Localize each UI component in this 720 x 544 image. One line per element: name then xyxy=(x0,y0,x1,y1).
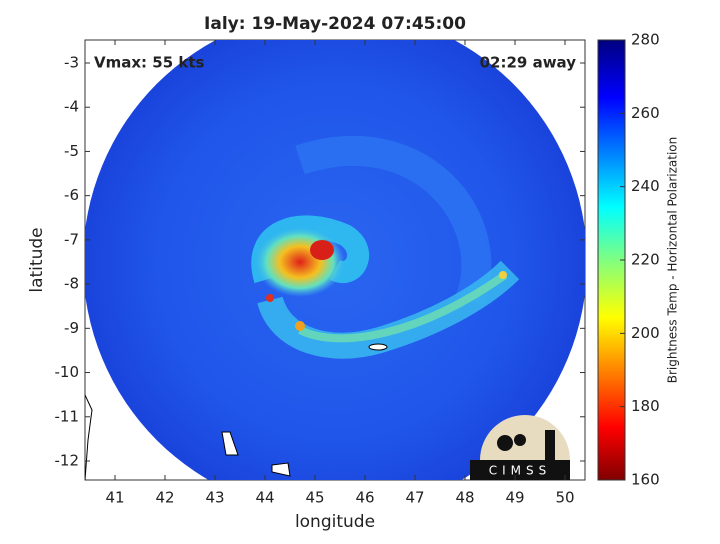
x-tick-label: 45 xyxy=(305,489,324,507)
colorbar-label: Brightness Temp - Horizontal Polarizatio… xyxy=(666,137,680,384)
y-tick-label: -8 xyxy=(64,275,79,293)
x-axis-label: longitude xyxy=(295,512,375,532)
x-tick-label: 50 xyxy=(555,489,574,507)
colorbar-tick-label: 260 xyxy=(631,104,660,122)
x-tick-label: 49 xyxy=(505,489,524,507)
y-tick-label: -12 xyxy=(55,451,80,469)
colorbar-tick-label: 180 xyxy=(631,397,660,415)
y-tick-label: -4 xyxy=(64,98,79,116)
logo: CIMSS xyxy=(470,415,570,480)
colorbar-tick-label: 200 xyxy=(631,324,660,342)
x-tick-label: 43 xyxy=(205,489,224,507)
x-tick-label: 41 xyxy=(105,489,124,507)
colorbar-tick-label: 280 xyxy=(631,31,660,49)
annotation: Vmax: 55 kts xyxy=(94,54,204,72)
colorbar-tick-label: 160 xyxy=(631,471,660,489)
y-tick-label: -11 xyxy=(55,407,80,425)
x-tick-label: 48 xyxy=(455,489,474,507)
swath xyxy=(85,40,585,480)
logo-text: CIMSS xyxy=(489,464,552,478)
y-tick-label: -10 xyxy=(55,363,80,381)
y-tick-label: -7 xyxy=(64,230,79,248)
chart-title: Ialy: 19-May-2024 07:45:00 xyxy=(204,14,466,34)
y-tick-label: -3 xyxy=(64,53,79,71)
x-tick-label: 42 xyxy=(155,489,174,507)
x-tick-label: 47 xyxy=(405,489,424,507)
colorbar-tick-label: 240 xyxy=(631,177,660,195)
y-tick-label: -5 xyxy=(64,142,79,160)
annotation: 02:29 away xyxy=(480,54,577,72)
y-tick-label: -9 xyxy=(64,319,79,337)
y-axis-label: latitude xyxy=(27,227,47,292)
x-tick-label: 44 xyxy=(255,489,274,507)
colorbar-tick-label: 220 xyxy=(631,251,660,269)
y-tick-label: -6 xyxy=(64,186,79,204)
x-tick-label: 46 xyxy=(355,489,374,507)
